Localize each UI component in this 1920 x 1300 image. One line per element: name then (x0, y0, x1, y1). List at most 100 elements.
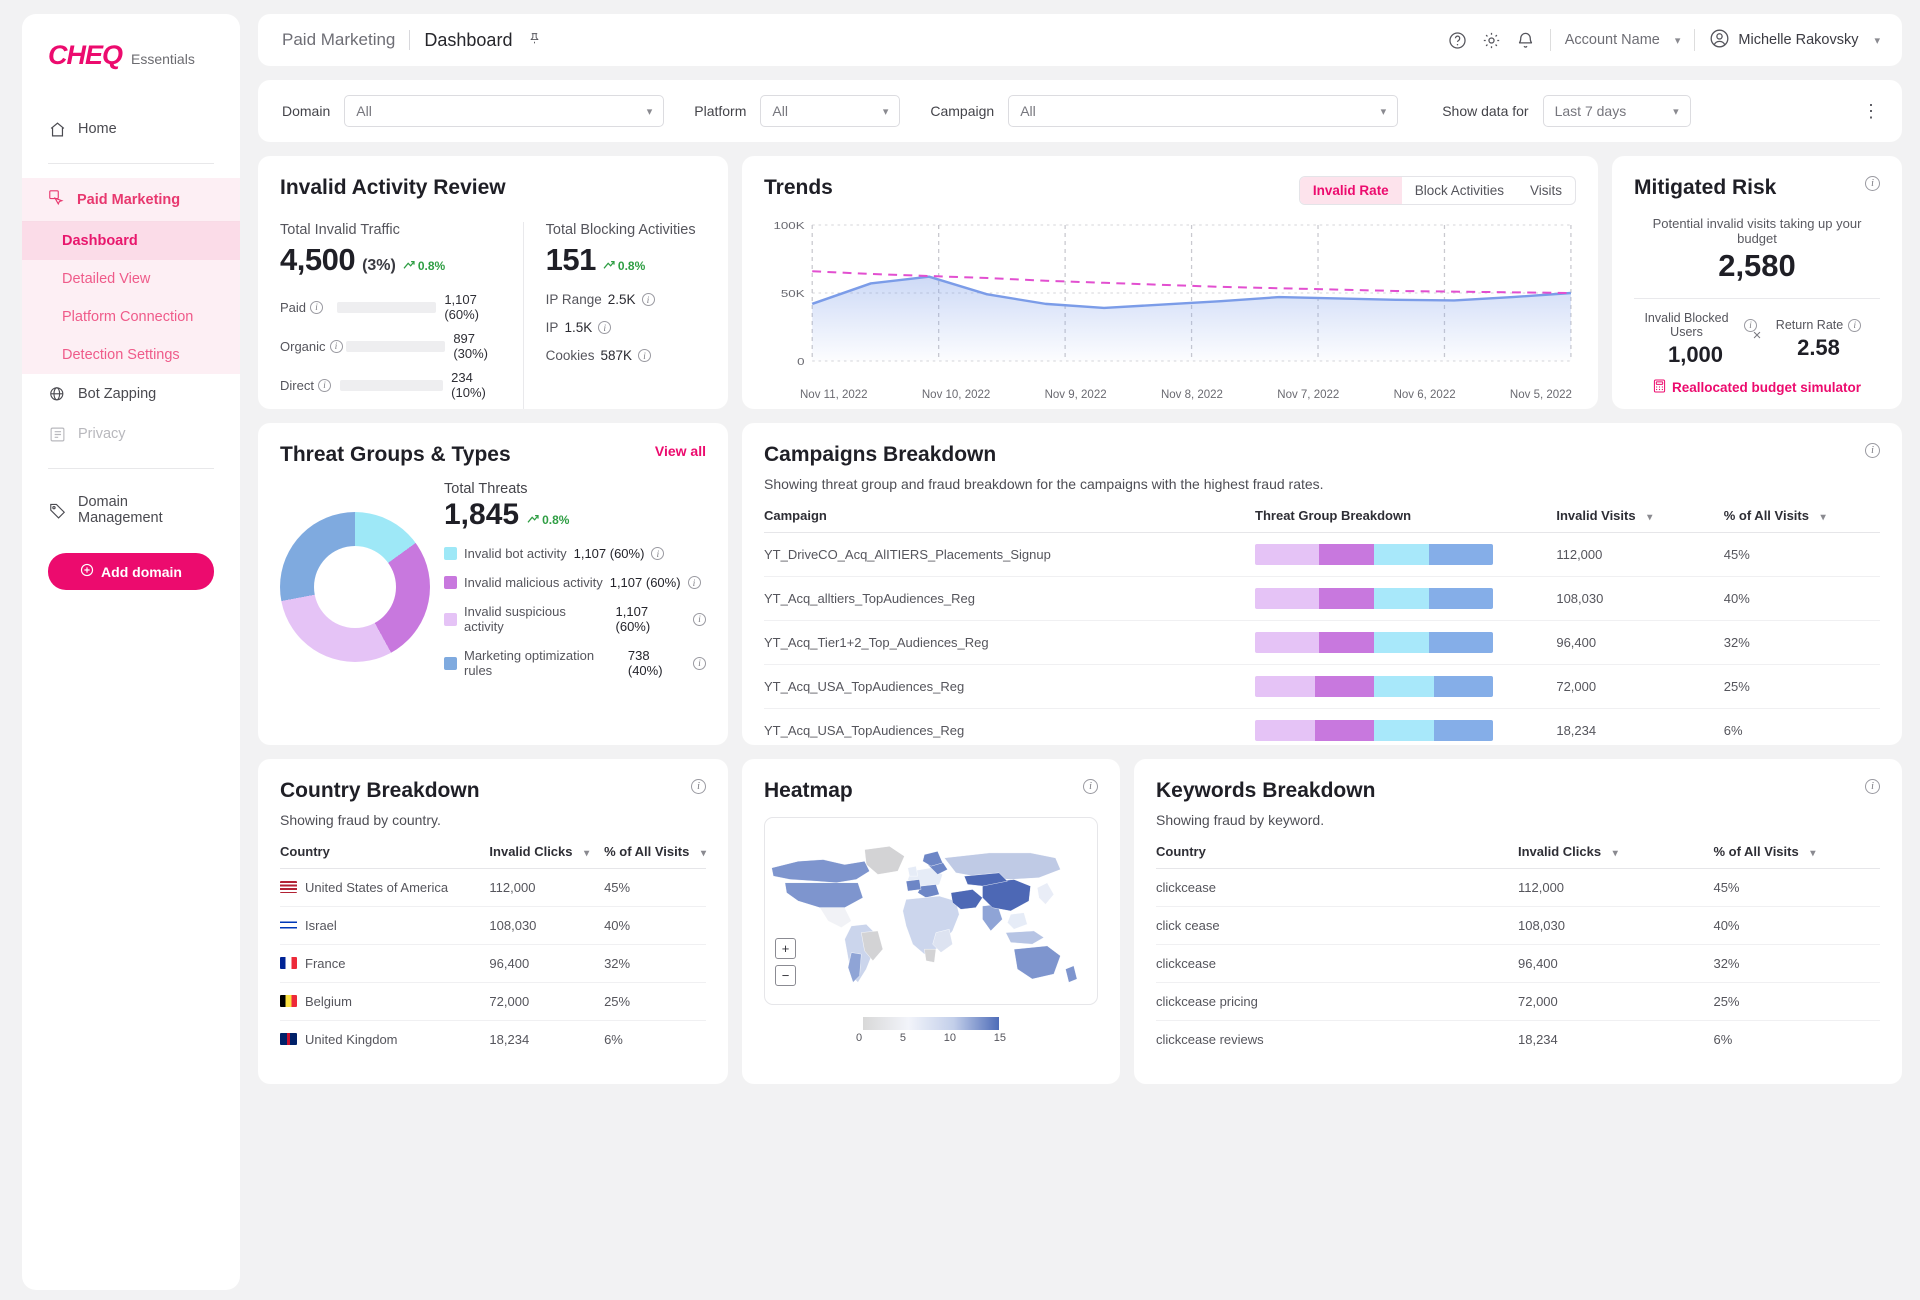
table-row[interactable]: click cease 108,030 40% (1156, 906, 1880, 945)
platform-filter-label: Platform (694, 103, 747, 119)
logo-essentials-text: Essentials (131, 51, 195, 67)
sidebar-item-home[interactable]: Home (22, 109, 240, 149)
x-tick: Nov 5, 2022 (1509, 389, 1572, 401)
info-icon[interactable]: i (598, 321, 612, 334)
col-pct-all-visits[interactable]: % of All Visits ▾ (1723, 502, 1880, 533)
sidebar-item-bot-zapping[interactable]: Bot Zapping (22, 374, 240, 414)
sidebar-item-privacy-label: Privacy (78, 426, 126, 442)
col-country: Country (280, 838, 490, 869)
legend-swatch (444, 656, 457, 670)
info-icon[interactable]: i (687, 576, 701, 589)
info-icon[interactable]: i (1744, 318, 1757, 332)
legend-item-marketing-optimization-rules: Marketing optimization rules 738 (40%) i (444, 648, 706, 678)
blocking-ip-value: 1.5K (564, 320, 593, 335)
legend-tick: 10 (943, 1032, 956, 1044)
info-icon[interactable]: i (637, 349, 651, 362)
cell-threat-group-breakdown (1255, 709, 1556, 753)
table-row[interactable]: France 96,400 32% (280, 944, 706, 983)
dashboard-row-1: Invalid Activity Review Total Invalid Tr… (258, 156, 1902, 409)
col-invalid-clicks[interactable]: Invalid Clicks ▾ (1518, 838, 1714, 869)
table-row[interactable]: clickcease 96,400 32% (1156, 944, 1880, 983)
legend-value: 1,107 (60%) (609, 575, 681, 590)
bell-icon[interactable] (1516, 30, 1536, 50)
invalid-activity-review-title: Invalid Activity Review (280, 176, 506, 199)
campaign-filter-label: Campaign (930, 103, 995, 119)
plus-circle-icon (80, 563, 94, 580)
info-icon[interactable]: i (651, 547, 665, 560)
sidebar-item-platform-connection[interactable]: Platform Connection (22, 298, 240, 336)
view-all-link[interactable]: View all (654, 443, 706, 459)
gear-icon[interactable] (1482, 30, 1502, 50)
table-row[interactable]: clickcease reviews 18,234 6% (1156, 1021, 1880, 1059)
pin-icon[interactable] (528, 32, 541, 48)
cell-campaign: YT_Acq_Tier1+2_Top_Audiences_Reg (764, 620, 1256, 665)
table-row[interactable]: United Kingdom 18,234 6% (280, 1021, 706, 1059)
sidebar-item-privacy[interactable]: Privacy (22, 414, 240, 454)
table-row[interactable]: YT_Acq_Tier1+2_Top_Audiences_Reg 96,400 … (764, 620, 1880, 665)
info-icon[interactable]: i (1848, 318, 1862, 332)
info-icon[interactable]: i (1865, 779, 1880, 794)
sidebar-item-detection-settings[interactable]: Detection Settings (22, 336, 240, 374)
breadcrumb-parent[interactable]: Paid Marketing (282, 30, 396, 49)
info-icon[interactable]: i (691, 779, 706, 794)
cell-keyword: click cease (1156, 906, 1518, 945)
traffic-bar-organic-value: 897 (30%) (453, 331, 488, 361)
col-pct-all-visits[interactable]: % of All Visits ▾ (604, 838, 706, 869)
home-icon (48, 120, 66, 138)
tab-invalid-rate[interactable]: Invalid Rate (1299, 177, 1402, 204)
info-icon[interactable]: i (693, 612, 706, 626)
sidebar-item-dashboard[interactable]: Dashboard (22, 222, 240, 260)
keywords-table: Country Invalid Clicks ▾ % of All Visits… (1156, 838, 1880, 1058)
table-row[interactable]: YT_Acq_USA_TopAudiences_Reg 18,234 6% (764, 709, 1880, 753)
date-range-select[interactable]: Last 7 days ▾ (1542, 95, 1691, 127)
help-icon[interactable] (1448, 30, 1468, 50)
table-row[interactable]: YT_Acq_USA_TopAudiences_Reg 72,000 25% (764, 664, 1880, 709)
info-icon[interactable]: i (329, 339, 343, 353)
user-menu[interactable]: Michelle Rakovsky ▾ (1709, 28, 1880, 53)
cell-pct-all-visits: 6% (1713, 1032, 1733, 1047)
topbar-actions: Account Name ▾ Michelle Rakovsky ▾ (1448, 28, 1880, 53)
table-row[interactable]: United States of America 112,000 45% (280, 868, 706, 907)
sidebar-item-paid-marketing[interactable]: Paid Marketing (22, 178, 240, 222)
table-row[interactable]: YT_Acq_alltiers_TopAudiences_Reg 108,030… (764, 576, 1880, 621)
col-invalid-visits[interactable]: Invalid Visits ▾ (1556, 502, 1724, 533)
map-zoom-in-button[interactable]: + (775, 938, 796, 959)
table-row[interactable]: Israel 108,030 40% (280, 906, 706, 945)
table-header-row: Campaign Threat Group Breakdown Invalid … (764, 502, 1880, 533)
table-row[interactable]: YT_DriveCO_Acq_AlITIERS_Placements_Signu… (764, 532, 1880, 577)
info-icon[interactable]: i (317, 378, 331, 392)
info-icon[interactable]: i (693, 656, 706, 670)
col-invalid-clicks[interactable]: Invalid Clicks ▾ (489, 838, 605, 869)
blocking-cookies-value: 587K (600, 348, 632, 363)
col-pct-all-visits[interactable]: % of All Visits ▾ (1713, 838, 1880, 869)
topbar-divider-1 (1549, 29, 1551, 51)
svg-text:50K: 50K (781, 287, 805, 299)
more-options-icon[interactable]: ⋮ (1862, 101, 1880, 121)
map-zoom-out-button[interactable]: − (775, 965, 796, 986)
sidebar-item-domain-management[interactable]: Domain Management (22, 483, 240, 537)
campaigns-breakdown-subtitle: Showing threat group and fraud breakdown… (764, 476, 1324, 492)
table-row[interactable]: clickcease 112,000 45% (1156, 868, 1880, 907)
campaign-filter-select[interactable]: All ▾ (1008, 95, 1399, 127)
total-blocking-activities-label: Total Blocking Activities (545, 222, 696, 238)
table-row[interactable]: clickcease pricing 72,000 25% (1156, 982, 1880, 1021)
reallocated-budget-simulator-link[interactable]: Reallocated budget simulator (1634, 379, 1880, 396)
info-icon[interactable]: i (1083, 779, 1098, 794)
sidebar-item-detailed-view[interactable]: Detailed View (22, 260, 240, 298)
tab-block-activities[interactable]: Block Activities (1414, 183, 1504, 198)
add-domain-button[interactable]: Add domain (48, 553, 214, 590)
account-name-label: Account Name (1564, 32, 1660, 48)
table-row[interactable]: Belgium 72,000 25% (280, 982, 706, 1021)
add-domain-label: Add domain (101, 563, 182, 580)
info-icon[interactable]: i (1865, 176, 1880, 191)
account-selector[interactable]: Account Name ▾ (1565, 32, 1681, 48)
info-icon[interactable]: i (1865, 443, 1880, 458)
info-icon[interactable]: i (310, 300, 324, 314)
date-range-value: Last 7 days (1554, 103, 1627, 119)
world-map[interactable]: + − (764, 817, 1098, 1005)
domain-filter-select[interactable]: All ▾ (344, 95, 665, 127)
invalid-blocked-users-metric: Invalid Blocked Users i 1,000 (1634, 311, 1757, 368)
platform-filter-select[interactable]: All ▾ (760, 95, 901, 127)
info-icon[interactable]: i (641, 293, 655, 306)
tab-visits[interactable]: Visits (1529, 183, 1562, 198)
